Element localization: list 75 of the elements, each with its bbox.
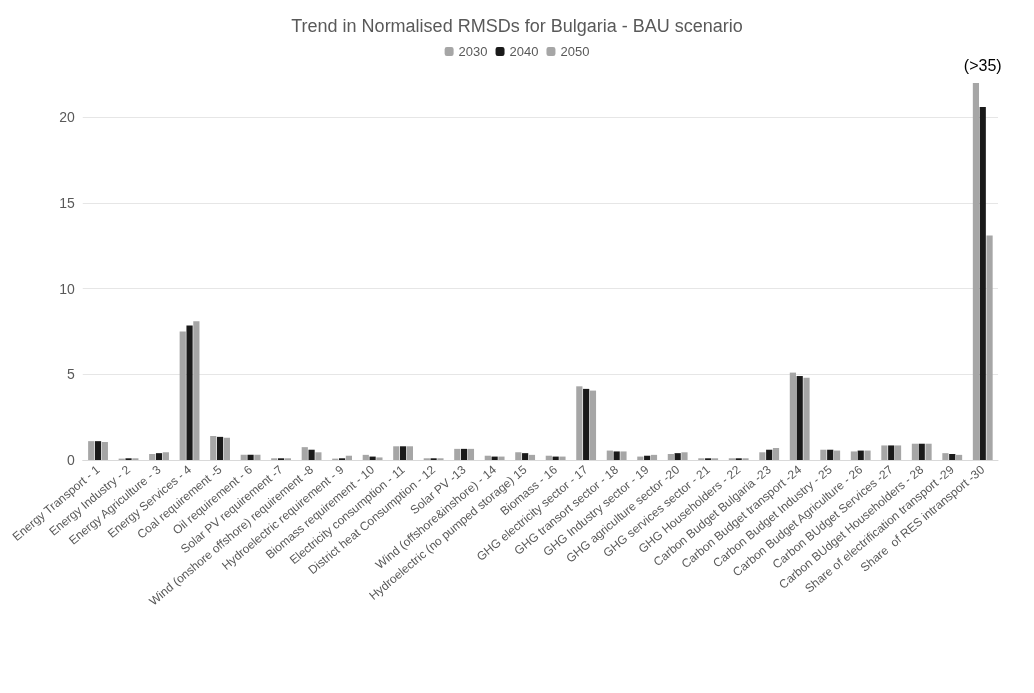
bar bbox=[894, 445, 902, 460]
bar bbox=[88, 441, 95, 460]
bar bbox=[515, 452, 522, 460]
bar bbox=[400, 446, 407, 460]
legend-label: 2050 bbox=[560, 44, 590, 59]
bar bbox=[583, 388, 590, 460]
bar bbox=[979, 106, 986, 460]
bar bbox=[186, 325, 193, 460]
bar bbox=[955, 454, 963, 460]
bar bbox=[650, 454, 658, 460]
bar bbox=[911, 443, 919, 460]
bar bbox=[606, 450, 613, 460]
bar bbox=[766, 449, 773, 460]
bar bbox=[315, 452, 322, 460]
bar bbox=[240, 454, 247, 460]
bar bbox=[522, 453, 529, 460]
bar bbox=[376, 457, 383, 460]
bar bbox=[162, 452, 169, 460]
bar bbox=[759, 452, 766, 460]
bar bbox=[193, 321, 200, 460]
bar bbox=[210, 436, 217, 460]
bar bbox=[772, 448, 780, 460]
bar bbox=[149, 454, 156, 460]
bar bbox=[827, 449, 834, 460]
bar bbox=[820, 449, 827, 460]
bar bbox=[528, 454, 536, 460]
bar bbox=[223, 437, 230, 460]
legend-label: 2030 bbox=[458, 44, 488, 59]
bar bbox=[674, 453, 681, 460]
bar bbox=[986, 235, 993, 460]
bar bbox=[833, 450, 841, 460]
bar bbox=[949, 454, 956, 460]
bar bbox=[613, 451, 620, 460]
chart-title: Trend in Normalised RMSDs for Bulgaria - BAU scenario bbox=[291, 16, 743, 36]
bar bbox=[362, 454, 369, 460]
bar bbox=[942, 453, 949, 460]
y-tick-label: 15 bbox=[59, 194, 75, 211]
bar bbox=[803, 377, 810, 460]
bar bbox=[850, 451, 857, 460]
bar bbox=[454, 448, 461, 460]
bar bbox=[179, 331, 186, 460]
bar bbox=[789, 372, 796, 460]
bar bbox=[406, 446, 414, 460]
bar bbox=[461, 448, 468, 460]
bar bbox=[796, 376, 803, 460]
bar bbox=[589, 390, 597, 460]
legend-label: 2040 bbox=[509, 44, 539, 59]
bar bbox=[925, 443, 932, 460]
bar bbox=[864, 450, 871, 460]
bar bbox=[857, 450, 864, 460]
bar bbox=[667, 454, 674, 460]
bar bbox=[393, 446, 400, 460]
bar bbox=[94, 441, 102, 460]
bar bbox=[559, 456, 566, 460]
bar bbox=[972, 83, 980, 460]
bar bbox=[247, 454, 254, 460]
bar bbox=[498, 456, 505, 460]
bar bbox=[101, 442, 108, 460]
bar bbox=[918, 443, 925, 460]
bar bbox=[308, 449, 315, 460]
bar bbox=[301, 447, 308, 460]
bar bbox=[254, 454, 261, 460]
y-tick-label: 5 bbox=[66, 366, 75, 383]
bar bbox=[216, 436, 224, 460]
bar bbox=[881, 445, 888, 460]
bar bbox=[620, 451, 627, 460]
bar bbox=[467, 448, 475, 460]
bar bbox=[681, 452, 688, 460]
bar bbox=[576, 386, 583, 460]
y-tick-label: 10 bbox=[59, 280, 75, 297]
annotation: (>35) bbox=[963, 56, 1002, 74]
y-tick-label: 0 bbox=[66, 452, 75, 468]
y-tick-label: 20 bbox=[59, 109, 75, 126]
bar bbox=[888, 445, 895, 460]
bar bbox=[155, 453, 163, 460]
